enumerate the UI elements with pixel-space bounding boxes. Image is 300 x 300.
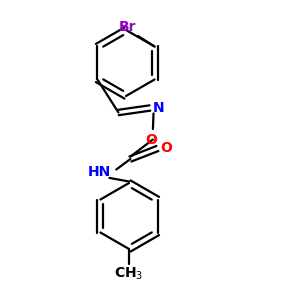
Text: HN: HN (88, 166, 111, 179)
Text: CH$_3$: CH$_3$ (114, 266, 144, 282)
Text: O: O (146, 133, 158, 147)
Text: O: O (160, 142, 172, 155)
Text: N: N (152, 101, 164, 115)
Text: Br: Br (119, 20, 136, 34)
